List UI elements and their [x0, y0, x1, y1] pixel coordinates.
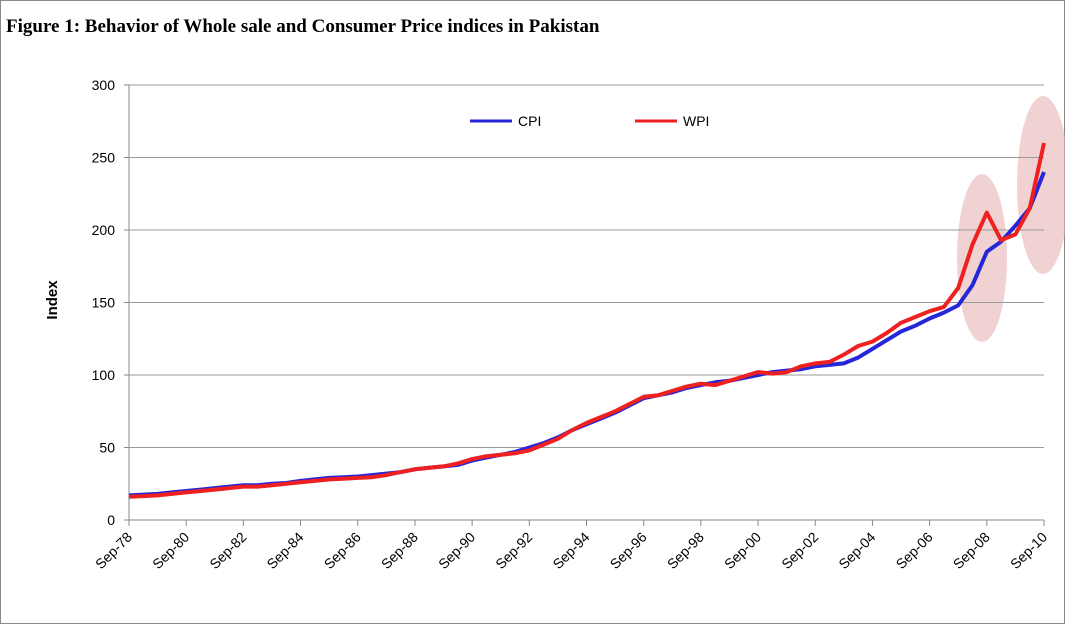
y-tick-label: 100 — [92, 367, 116, 383]
y-tick-label: 50 — [99, 440, 115, 456]
chart-title: Figure 1: Behavior of Whole sale and Con… — [6, 16, 600, 37]
legend-label: WPI — [683, 113, 709, 129]
legend-label: CPI — [518, 113, 541, 129]
y-tick-label: 0 — [107, 512, 115, 528]
y-tick-label: 200 — [92, 222, 116, 238]
series-line — [128, 142, 1046, 499]
y-tick-label: 150 — [92, 295, 116, 311]
y-tick-label: 250 — [92, 150, 116, 166]
y-tick-label: 300 — [92, 77, 116, 93]
y-axis-label: Index — [44, 280, 61, 320]
